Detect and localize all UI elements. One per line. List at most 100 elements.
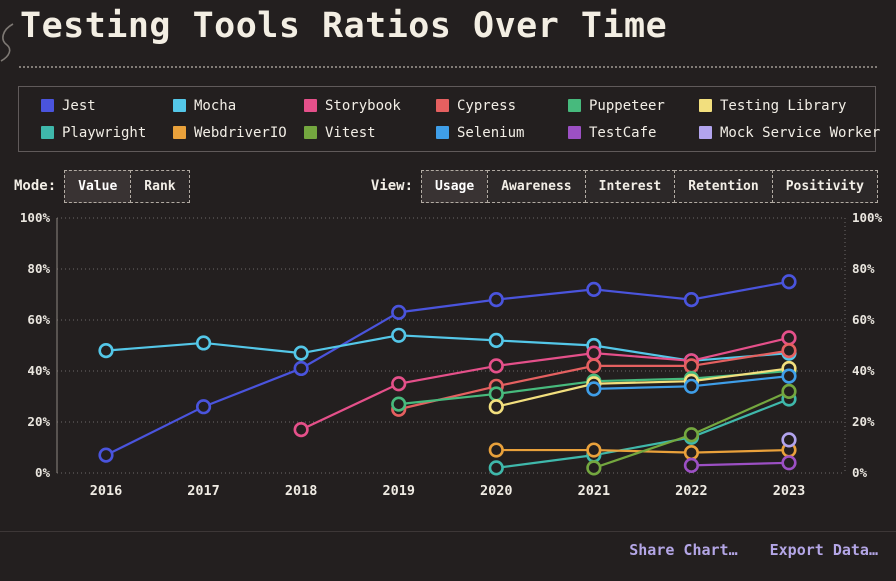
x-tick-2019: 2019 [382,483,415,499]
chart-canvas[interactable]: 0% 0% 20% 20% 40% 40% 60% 60% 80% 80% 100% 100% 2016… [0,200,896,530]
point-testing-library-2020[interactable] [488,399,504,415]
series-mock-service-worker [781,432,797,448]
series-testcafe [683,455,797,473]
legend-item-testcafe[interactable]: TestCafe [568,125,699,141]
point-cypress-2023[interactable] [781,343,797,359]
legend-label-selenium: Selenium [457,124,525,141]
view-button-usage[interactable]: Usage [421,169,489,203]
series-jest [98,274,797,463]
point-jest-2018[interactable] [293,360,309,377]
title-divider [19,66,877,68]
legend-swatch-testcafe [568,126,581,139]
footer-divider [0,531,896,532]
point-vitest-2023[interactable] [781,383,797,399]
point-webdriverio-2021[interactable] [586,442,602,458]
x-tick-2020: 2020 [480,483,513,499]
legend-label-cypress: Cypress [457,97,517,114]
view-label: View: [370,178,414,194]
page-title: Testing Tools Ratios Over Time [20,6,668,46]
point-jest-2017[interactable] [195,399,212,415]
legend-item-webdriverio[interactable]: WebdriverIO [173,125,304,141]
chart-area: 0% 0% 20% 20% 40% 40% 60% 60% 80% 80% 100% 100% 2016… [0,200,896,530]
point-testcafe-2023[interactable] [781,455,797,471]
mode-button-value[interactable]: Value [64,169,132,203]
line-testing-library [496,367,790,408]
point-cypress-2021[interactable] [586,358,602,374]
legend-item-cypress[interactable]: Cypress [436,98,568,114]
mode-button-rank[interactable]: Rank [130,169,190,203]
series-selenium [586,368,797,397]
y-tick-right-0: 0% [852,465,868,480]
y-tick-right-20: 20% [852,414,875,429]
share-chart-link[interactable]: Share Chart… [629,541,738,559]
y-tick-right-80: 80% [852,261,875,276]
point-storybook-2018[interactable] [293,422,309,438]
legend-swatch-webdriverio [173,126,186,139]
y-tick-left-80: 80% [27,261,50,276]
legend-swatch-testing-library [699,99,712,112]
point-jest-2023[interactable] [781,274,797,290]
series-playwright [488,391,797,476]
point-mocha-2017[interactable] [195,335,212,351]
point-storybook-2019[interactable] [391,376,407,392]
point-vitest-2021[interactable] [586,460,602,476]
legend-swatch-storybook [304,99,317,112]
legend-item-vitest[interactable]: Vitest [304,125,436,141]
point-puppeteer-2019[interactable] [391,396,407,412]
legend-swatch-mock-service-worker [699,126,712,139]
point-mocha-2016[interactable] [98,343,114,359]
point-selenium-2023[interactable] [781,368,797,384]
y-tick-right-40: 40% [852,363,875,378]
x-tick-2017: 2017 [187,483,220,499]
point-testcafe-2022[interactable] [683,457,700,473]
view-button-interest[interactable]: Interest [584,169,676,203]
legend-box: Jest Mocha Storybook Cypress Puppeteer Testin… [18,86,880,152]
y-tick-left-60: 60% [27,312,50,327]
legend-item-jest[interactable]: Jest [41,98,173,114]
point-jest-2016[interactable] [98,447,114,463]
legend-item-mocha[interactable]: Mocha [173,98,304,114]
legend-item-playwright[interactable]: Playwright [41,125,173,141]
y-tick-right-60: 60% [852,312,875,327]
legend-label-webdriverio: WebdriverIO [194,124,287,141]
point-selenium-2021[interactable] [586,381,602,397]
y-tick-left-100: 100% [20,210,51,225]
point-cypress-2022[interactable] [683,358,700,374]
point-webdriverio-2020[interactable] [488,442,504,458]
view-button-positivity[interactable]: Positivity [771,169,878,203]
point-mocha-2018[interactable] [293,345,309,361]
legend-swatch-jest [41,99,54,112]
point-storybook-2023[interactable] [781,330,797,346]
point-vitest-2022[interactable] [683,427,700,443]
point-mocha-2019[interactable] [391,327,407,343]
point-selenium-2022[interactable] [683,378,700,394]
legend-label-storybook: Storybook [325,97,401,114]
point-storybook-2020[interactable] [488,358,504,374]
point-jest-2019[interactable] [391,304,407,320]
legend-item-puppeteer[interactable]: Puppeteer [568,98,699,114]
decorative-scribble [0,23,14,62]
point-jest-2021[interactable] [586,281,602,297]
x-tick-2018: 2018 [285,483,318,499]
footer: Share Chart… Export Data… [629,541,878,559]
x-tick-2016: 2016 [90,483,123,499]
point-jest-2020[interactable] [488,291,504,308]
point-puppeteer-2020[interactable] [488,386,504,402]
legend-item-mock-service-worker[interactable]: Mock Service Worker [699,125,880,141]
legend-swatch-mocha [173,99,186,112]
x-tick-2023: 2023 [773,483,806,499]
legend-item-selenium[interactable]: Selenium [436,125,568,141]
legend-item-storybook[interactable]: Storybook [304,98,436,114]
point-jest-2022[interactable] [683,291,700,308]
legend-label-mock-service-worker: Mock Service Worker [720,124,881,141]
point-storybook-2021[interactable] [586,345,602,361]
point-mock-service-worker-2023[interactable] [781,432,797,448]
legend-item-testing-library[interactable]: Testing Library [699,98,880,114]
view-button-retention[interactable]: Retention [674,169,773,203]
point-mocha-2020[interactable] [488,332,504,348]
point-playwright-2020[interactable] [488,460,504,476]
point-webdriverio-2022[interactable] [683,445,700,461]
export-data-link[interactable]: Export Data… [769,541,878,559]
view-button-awareness[interactable]: Awareness [487,169,586,203]
legend-swatch-vitest [304,126,317,139]
